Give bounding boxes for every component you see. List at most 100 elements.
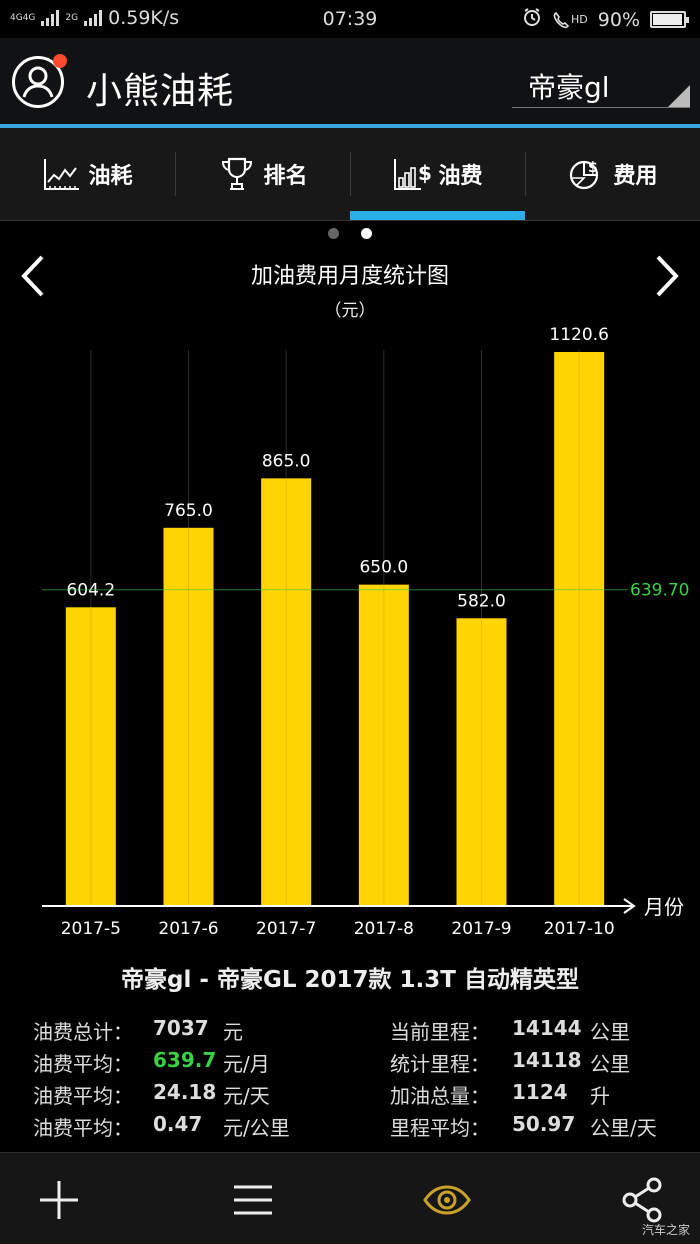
- menu-icon: [234, 1185, 272, 1215]
- status-bar: 4G4G 2G 0.59K/s 07:39 HD 90%: [0, 0, 700, 38]
- stat-unit: 元/公里: [223, 1116, 290, 1140]
- car-selector[interactable]: 帝豪gl: [512, 64, 690, 108]
- battery-icon: [650, 11, 689, 28]
- car-model: 帝豪gl - 帝豪GL 2017款 1.3T 自动精英型: [121, 967, 579, 993]
- network-2g: 2G: [65, 12, 79, 23]
- prev-chart-button[interactable]: [18, 254, 48, 298]
- x-tick-label: 2017-5: [61, 919, 121, 939]
- stat-label: 油费总计：: [33, 1020, 133, 1044]
- tab-ranking[interactable]: 排名: [175, 128, 350, 220]
- x-axis-arrow: [623, 898, 636, 914]
- trophy-icon: [222, 157, 253, 190]
- stat-value: 14118: [512, 1048, 582, 1072]
- chart-title: 加油费用月度统计图: [250, 264, 449, 289]
- stat-value: 24.18: [153, 1080, 217, 1104]
- menu-button[interactable]: [228, 1175, 278, 1225]
- page-dot[interactable]: [328, 228, 339, 239]
- x-tick-label: 2017-9: [451, 919, 511, 939]
- x-tick-label: 2017-6: [158, 919, 218, 939]
- add-button[interactable]: [34, 1175, 84, 1225]
- stat-value: 1124: [512, 1080, 568, 1104]
- share-button[interactable]: [618, 1175, 668, 1225]
- stat-value: 14144: [512, 1016, 582, 1040]
- stat-unit: 元/天: [223, 1084, 270, 1108]
- bar-chart-dollar-icon: $: [394, 159, 432, 190]
- stat-row: 油费平均： 24.18 元/天: [33, 1080, 290, 1112]
- stat-label: 油费平均：: [33, 1116, 133, 1140]
- stat-unit: 公里: [590, 1020, 630, 1044]
- network-indicator: 4G4G: [10, 12, 36, 23]
- x-tick-label: 2017-10: [544, 919, 615, 939]
- bar-value-label: 765.0: [164, 501, 213, 521]
- stat-value: 0.47: [153, 1112, 203, 1136]
- bar-value-label: 604.2: [66, 580, 115, 600]
- share-icon: [622, 1177, 662, 1223]
- user-icon: [22, 66, 54, 98]
- fuel-cost-bar-chart: 604.2 2017-5 765.0 2017-6 865.0 2017-7 650.0 20…: [42, 325, 689, 939]
- plus-icon: [40, 1181, 78, 1219]
- bar-value-label: 582.0: [457, 591, 506, 611]
- chevron-right-icon: [656, 255, 679, 297]
- page-dot-active[interactable]: [361, 228, 372, 239]
- car-selector-value: 帝豪gl: [528, 71, 610, 104]
- dropdown-corner-icon: [668, 85, 690, 107]
- x-axis-label: 月份: [644, 895, 684, 919]
- tab-label: 费用: [613, 164, 658, 189]
- tab-label: 排名: [263, 164, 308, 189]
- page-indicator: [328, 228, 372, 239]
- stat-row: 里程平均： 50.97 公里/天: [390, 1112, 657, 1144]
- notification-dot: [53, 54, 67, 68]
- eye-icon: [423, 1185, 471, 1215]
- stat-unit: 升: [590, 1084, 610, 1108]
- stat-unit: 公里: [590, 1052, 630, 1076]
- tab-divider: [0, 220, 700, 221]
- tab-fuel-consumption[interactable]: 油耗: [0, 128, 175, 220]
- stat-label: 油费平均：: [33, 1084, 133, 1108]
- app-title: 小熊油耗: [86, 71, 235, 112]
- hd-call-icon: HD: [552, 11, 588, 29]
- stat-label: 油费平均：: [33, 1052, 133, 1076]
- pie-chart-dollar-icon: $: [570, 160, 599, 190]
- stat-row: 油费平均： 639.7 元/月: [33, 1048, 290, 1080]
- x-tick-label: 2017-8: [354, 919, 414, 939]
- alarm-icon: [522, 7, 542, 32]
- tab-bar: 油耗 排名 $ 油费 $ 费用: [0, 128, 700, 220]
- next-chart-button[interactable]: [652, 254, 682, 298]
- chevron-left-icon: [21, 255, 44, 297]
- stat-row: 当前里程： 14144 公里: [390, 1016, 657, 1048]
- stat-row: 统计里程： 14118 公里: [390, 1048, 657, 1080]
- line-chart-icon: [44, 159, 80, 190]
- bottom-toolbar: 汽车之家: [0, 1152, 700, 1244]
- stat-row: 油费总计： 7037 元: [33, 1016, 290, 1048]
- avatar[interactable]: [12, 54, 67, 108]
- stat-unit: 元: [223, 1020, 243, 1044]
- watermark: 汽车之家: [641, 1223, 690, 1237]
- chart-unit: （元）: [324, 301, 376, 321]
- stat-row: 油费平均： 0.47 元/公里: [33, 1112, 290, 1144]
- stat-label: 当前里程：: [390, 1020, 490, 1044]
- stat-unit: 公里/天: [590, 1116, 657, 1140]
- tab-label: 油耗: [88, 164, 133, 189]
- view-button[interactable]: [422, 1175, 472, 1225]
- svg-text:$: $: [588, 160, 598, 176]
- svg-text:$: $: [418, 161, 432, 185]
- bar-value-label: 865.0: [262, 451, 311, 471]
- header-divider: [0, 124, 700, 128]
- stat-value-highlight: 639.7: [153, 1048, 217, 1072]
- network-speed: 0.59K/s: [108, 7, 180, 29]
- tab-fuel-cost[interactable]: $ 油费: [350, 128, 525, 220]
- mileage-stats: 当前里程： 14144 公里 统计里程： 14118 公里 加油总量： 1124…: [390, 1016, 657, 1144]
- signal-icon: [41, 10, 60, 26]
- stat-value: 50.97: [512, 1112, 576, 1136]
- average-label: 639.70: [630, 581, 689, 601]
- stat-label: 加油总量：: [390, 1084, 490, 1108]
- clock: 07:39: [322, 8, 378, 30]
- cost-stats: 油费总计： 7037 元 油费平均： 639.7 元/月 油费平均： 24.18…: [33, 1016, 290, 1144]
- bar-value-label: 1120.6: [549, 325, 608, 345]
- bar-value-label: 650.0: [359, 558, 408, 578]
- stat-label: 里程平均：: [390, 1116, 490, 1140]
- tab-expenses[interactable]: $ 费用: [525, 128, 700, 220]
- x-tick-label: 2017-7: [256, 919, 316, 939]
- battery-percent: 90%: [597, 8, 640, 31]
- stat-label: 统计里程：: [390, 1052, 490, 1076]
